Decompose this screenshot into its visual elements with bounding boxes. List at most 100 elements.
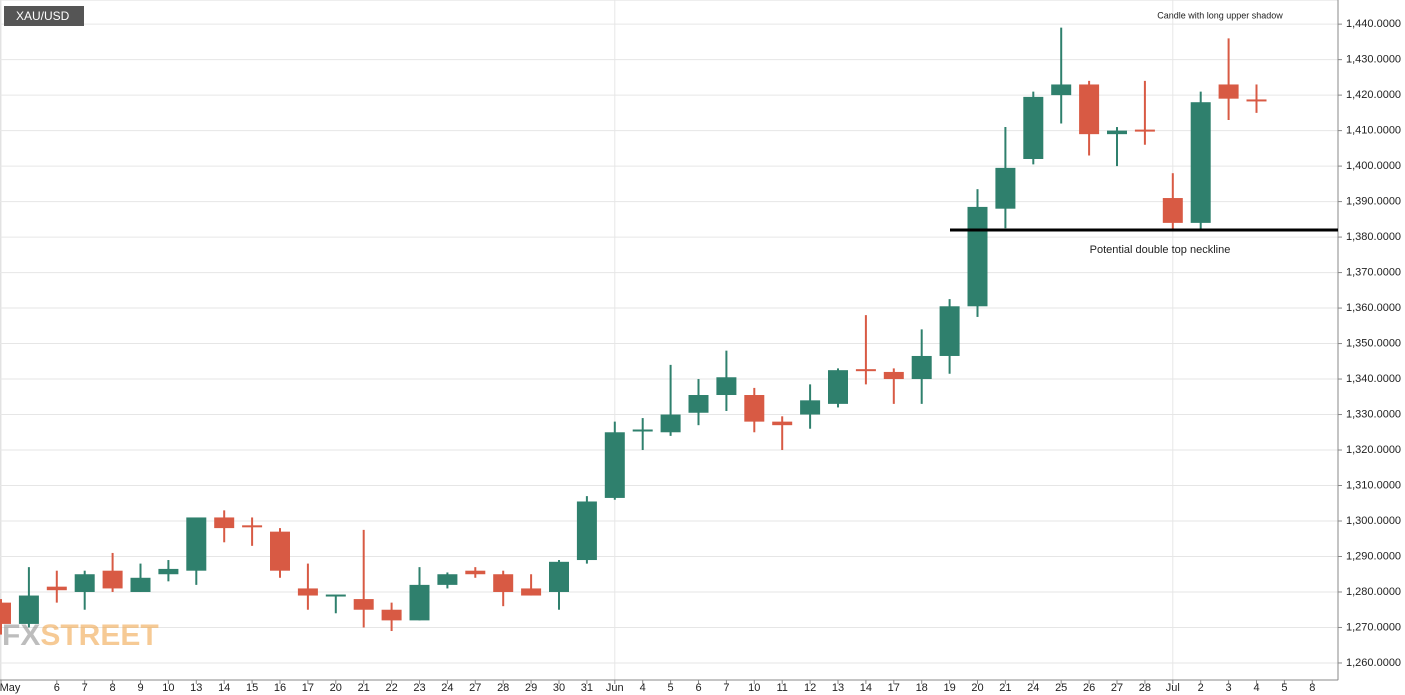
- x-tick-label: 22: [385, 682, 397, 694]
- x-tick-label: 28: [497, 682, 509, 694]
- candle-body: [214, 517, 235, 529]
- x-tick-label: 13: [190, 682, 202, 694]
- candle-body: [1162, 198, 1183, 223]
- y-tick-label: 1,390.0000: [1346, 195, 1401, 207]
- x-tick-label: 6: [695, 682, 701, 694]
- y-tick-label: 1,370.0000: [1346, 266, 1401, 278]
- x-tick-label: 27: [1111, 682, 1123, 694]
- watermark-prefix: FX: [2, 619, 40, 652]
- x-tick-label: 11: [776, 682, 787, 694]
- candle-body: [660, 414, 681, 433]
- candle-body: [18, 595, 39, 624]
- y-tick-label: 1,310.0000: [1346, 479, 1401, 491]
- candle-body: [242, 525, 263, 528]
- x-tick-label: 8: [1309, 682, 1315, 694]
- y-tick-label: 1,430.0000: [1346, 54, 1401, 66]
- x-tick-label: 25: [1055, 682, 1067, 694]
- x-tick-label: 31: [581, 682, 593, 694]
- x-tick-label: Jul: [1166, 682, 1180, 694]
- x-tick-label: 4: [640, 682, 646, 694]
- candle-body: [828, 370, 848, 404]
- x-tick-label: 8: [110, 682, 116, 694]
- candle-body: [409, 584, 430, 621]
- candle-body: [521, 588, 542, 596]
- y-tick-label: 1,300.0000: [1346, 515, 1401, 527]
- watermark: FXSTREET: [2, 619, 159, 652]
- candle-body: [939, 306, 960, 356]
- x-tick-label: 21: [358, 682, 370, 694]
- x-tick-label: 5: [1281, 682, 1287, 694]
- candle-body: [772, 421, 793, 426]
- x-tick-label: 7: [723, 682, 729, 694]
- candle-body: [1190, 102, 1211, 223]
- candle-body: [158, 568, 179, 575]
- x-tick-label: 19: [943, 682, 955, 694]
- candle-body: [549, 561, 569, 592]
- candle-body: [437, 574, 458, 585]
- candle-body: [325, 594, 346, 597]
- candle-body: [883, 371, 904, 380]
- candle-body: [297, 588, 318, 596]
- x-tick-label: 15: [246, 682, 258, 694]
- candles: [0, 27, 1267, 635]
- candle-body: [800, 400, 821, 415]
- x-tick-label: 13: [832, 682, 844, 694]
- candle-body: [632, 429, 653, 432]
- chart-title: XAU/USD: [16, 9, 70, 23]
- x-tick-label: 14: [860, 682, 872, 694]
- y-tick-label: 1,290.0000: [1346, 550, 1401, 562]
- candle-body: [967, 206, 988, 307]
- plot-area: [0, 0, 1339, 681]
- candle-body: [0, 602, 11, 624]
- y-tick-label: 1,420.0000: [1346, 89, 1401, 101]
- annotation: Candle with long upper shadow: [1157, 10, 1283, 20]
- candle-body: [381, 609, 402, 621]
- watermark-suffix: STREET: [40, 619, 158, 652]
- y-tick-label: 1,330.0000: [1346, 408, 1401, 420]
- x-tick-label: 16: [274, 682, 286, 694]
- x-tick-label: 14: [218, 682, 230, 694]
- candle-body: [465, 570, 486, 575]
- x-tick-label: 29: [525, 682, 537, 694]
- x-tick-label: May: [0, 682, 21, 694]
- x-tick-label: 4: [1253, 682, 1259, 694]
- candle-body: [911, 355, 932, 380]
- candle-body: [716, 377, 737, 396]
- x-tick-label: 3: [1226, 682, 1232, 694]
- x-tick-label: 24: [441, 682, 453, 694]
- candle-body: [1246, 99, 1267, 102]
- x-tick-label: 30: [553, 682, 565, 694]
- y-tick-label: 1,320.0000: [1346, 444, 1401, 456]
- annotation: Potential double top neckline: [1090, 244, 1231, 256]
- candle-body: [1107, 130, 1127, 135]
- candle-body: [46, 586, 67, 591]
- x-tick-label: 23: [413, 682, 425, 694]
- x-tick-label: 21: [999, 682, 1011, 694]
- y-tick-label: 1,410.0000: [1346, 125, 1401, 137]
- candle-body: [1051, 84, 1072, 96]
- y-tick-label: 1,260.0000: [1346, 657, 1401, 669]
- candle-body: [186, 517, 207, 571]
- candle-body: [1134, 129, 1155, 132]
- y-tick-label: 1,440.0000: [1346, 18, 1401, 30]
- candle-body: [270, 531, 290, 571]
- candle-body: [1023, 96, 1044, 159]
- candle-body: [74, 574, 95, 592]
- candle-body: [855, 369, 876, 372]
- title-box: [4, 6, 84, 26]
- grid: [0, 0, 1338, 680]
- x-tick-label: 24: [1027, 682, 1039, 694]
- x-tick-label: 26: [1083, 682, 1095, 694]
- x-tick-label: 28: [1139, 682, 1151, 694]
- y-tick-label: 1,380.0000: [1346, 231, 1401, 243]
- y-tick-label: 1,280.0000: [1346, 586, 1401, 598]
- y-tick-label: 1,360.0000: [1346, 302, 1401, 314]
- x-tick-label: 6: [54, 682, 60, 694]
- x-tick-label: Jun: [606, 682, 624, 694]
- x-tick-label: 9: [137, 682, 143, 694]
- x-tick-label: 18: [916, 682, 928, 694]
- x-tick-label: 12: [804, 682, 816, 694]
- y-tick-label: 1,350.0000: [1346, 337, 1401, 349]
- x-tick-label: 20: [971, 682, 983, 694]
